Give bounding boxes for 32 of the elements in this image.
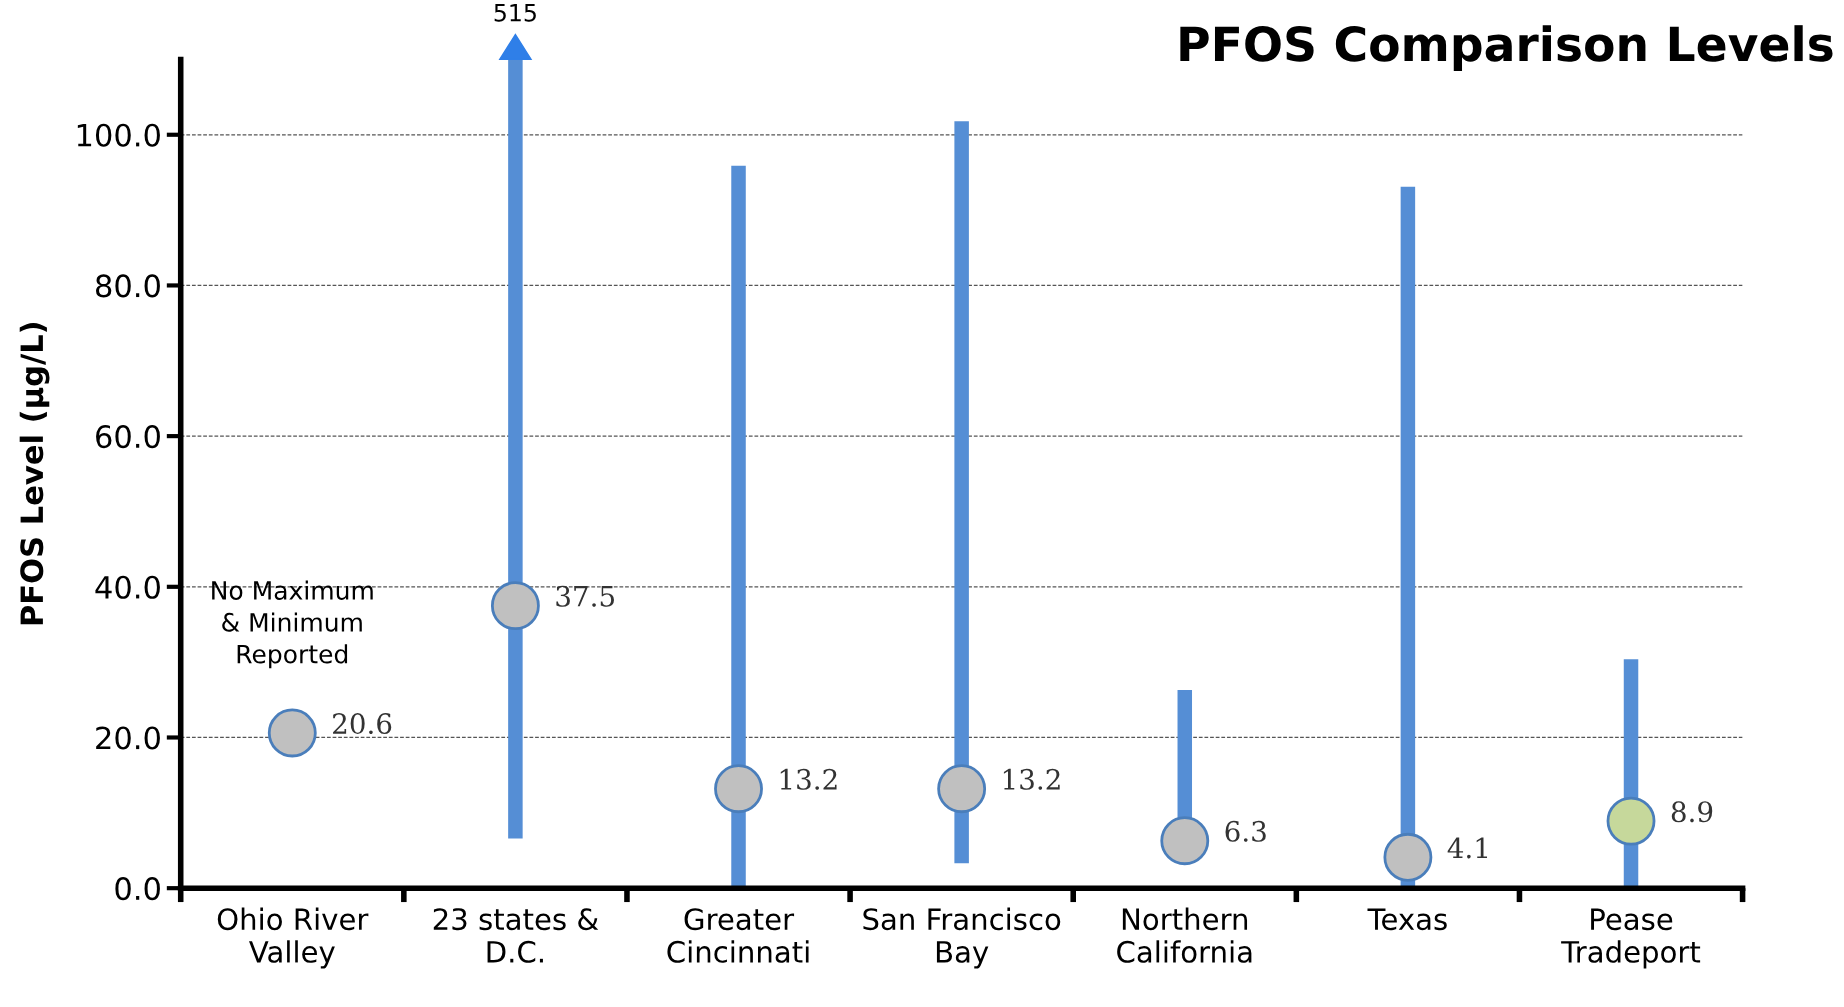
point — [1160, 816, 1210, 866]
data-label: 20.6 — [333, 713, 392, 735]
chart-title: PFOS Comparison Levels — [1180, 25, 1833, 71]
x-tick-label: San Francisco Bay — [863, 907, 1061, 969]
x-tick-label: Northern California — [1117, 907, 1252, 963]
data-label: 8.9 — [1671, 801, 1713, 823]
point — [937, 764, 987, 814]
data-label: 13.2 — [780, 768, 837, 790]
y-tick-label: 60.0 — [96, 425, 160, 449]
point — [490, 581, 540, 631]
point — [1606, 796, 1656, 846]
x-tick-label: Texas — [1367, 908, 1447, 931]
data-label: 37.5 — [556, 585, 614, 607]
y-tick-label: 40.0 — [95, 575, 160, 599]
bar — [954, 121, 969, 864]
y-tick-label: 20.0 — [96, 726, 160, 750]
data-label: 4.1 — [1447, 837, 1488, 859]
data-label: 13.2 — [1003, 768, 1060, 790]
y-tick-label: 80.0 — [96, 274, 160, 298]
x-tick-label: Ohio River Valley — [217, 907, 369, 969]
annotation: 515 — [494, 4, 536, 22]
point — [267, 708, 317, 758]
y-tick-label: 0.0 — [115, 877, 160, 901]
annotation: No Maximum & Minimum Reported — [212, 580, 373, 669]
point — [714, 764, 763, 814]
y-tick-label: 100.0 — [77, 123, 160, 147]
x-tick-label: Greater Cincinnati — [667, 908, 809, 963]
y-axis-title: PFOS Level (µg/L) — [19, 323, 50, 625]
point — [1383, 832, 1433, 882]
x-tick-label: Pease Tradeport — [1561, 908, 1701, 969]
data-label: 6.3 — [1225, 820, 1266, 842]
x-tick-label: 23 states & D.C. — [433, 908, 599, 963]
